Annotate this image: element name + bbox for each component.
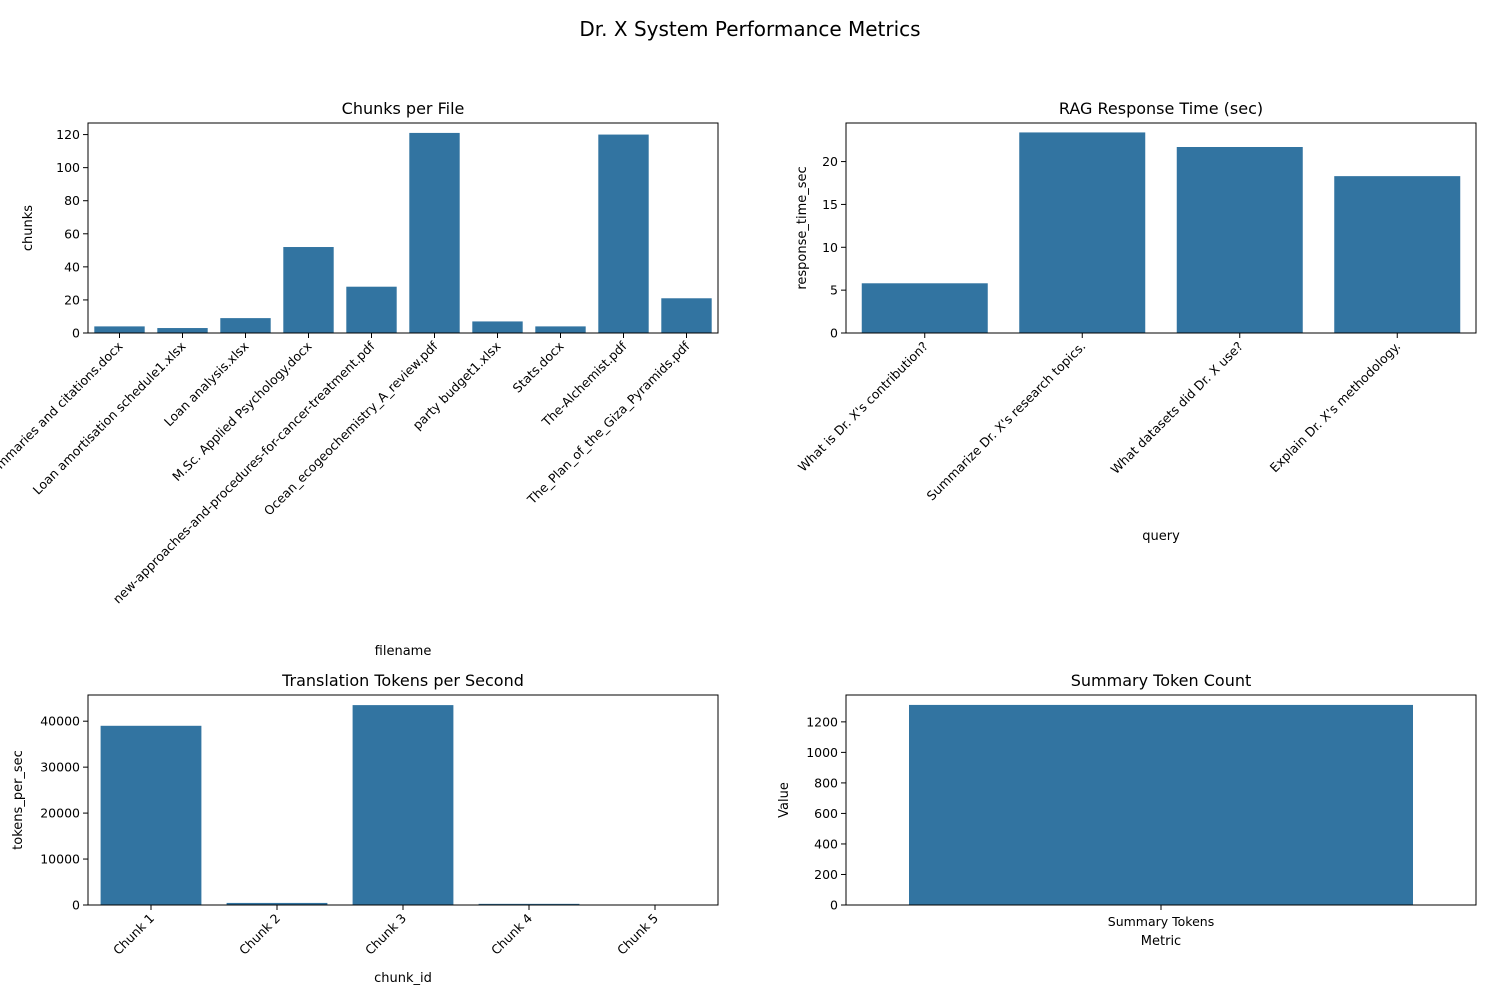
rag-xtick-label: What is Dr. X's contribution? (795, 339, 931, 475)
chunks-ytick-label: 100 (56, 160, 80, 175)
translation-xtick-label: Chunk 4 (488, 910, 535, 957)
chunks-bar (661, 298, 712, 333)
chart-translation-tokens-per-second: Translation Tokens per Second 0 10000 20000… (11, 671, 719, 986)
rag-bar (861, 283, 988, 333)
rag-xtick-label: What datasets did Dr. X use? (1107, 339, 1245, 477)
chunks-bar (598, 134, 649, 333)
chunks-bar (157, 328, 208, 333)
rag-bar (1019, 132, 1146, 333)
chart-rag-response-time: RAG Response Time (sec) 0 5 10 15 20 What is D… (795, 99, 1477, 544)
chunks-ylabel: chunks (21, 205, 36, 251)
translation-bar (478, 903, 580, 905)
translation-ytick-label: 40000 (40, 714, 80, 729)
translation-ytick-label: 0 (72, 898, 80, 913)
chunks-title: Chunks per File (342, 99, 465, 118)
chunks-ytick-label: 80 (64, 193, 80, 208)
translation-ytick-label: 20000 (40, 806, 80, 821)
chunks-ytick-label: 120 (56, 127, 80, 142)
chart-summary-token-count: Summary Token Count 0 200 400 600 800 1000 1200… (777, 671, 1477, 949)
chunks-ytick-label: 0 (72, 326, 80, 341)
summary-bar (909, 704, 1413, 905)
translation-xtick-label: Chunk 3 (362, 911, 409, 958)
translation-xtick-label: Chunk 2 (236, 911, 283, 958)
rag-title: RAG Response Time (sec) (1059, 99, 1263, 118)
translation-bar (352, 705, 454, 905)
chunks-bar (283, 247, 334, 333)
summary-ytick-label: 800 (814, 775, 838, 790)
summary-xlabel: Metric (1141, 934, 1181, 949)
summary-ytick-label: 1000 (806, 745, 838, 760)
chunks-bar (535, 326, 586, 333)
translation-bar (100, 725, 202, 905)
summary-ytick-label: 0 (830, 898, 838, 913)
figure-title: Dr. X System Performance Metrics (579, 17, 920, 41)
chunks-ytick-label: 40 (64, 259, 80, 274)
chunks-bar (220, 318, 271, 333)
rag-xtick-label: Explain Dr. X's methodology. (1267, 339, 1404, 476)
summary-ytick-label: 1200 (806, 714, 838, 729)
summary-ytick-label: 200 (814, 867, 838, 882)
chunks-ytick-label: 20 (64, 292, 80, 307)
rag-ytick-label: 10 (822, 240, 838, 255)
chunks-xlabel: filename (375, 644, 432, 659)
chunks-bar (346, 286, 397, 333)
chunks-ytick-label: 60 (64, 226, 80, 241)
translation-title: Translation Tokens per Second (281, 671, 524, 690)
rag-ytick-label: 5 (830, 283, 838, 298)
translation-xlabel: chunk_id (374, 971, 432, 986)
summary-xtick-label: Summary Tokens (1108, 914, 1214, 929)
rag-xtick-label: Summarize Dr. X's research topics. (924, 339, 1089, 504)
summary-title: Summary Token Count (1071, 671, 1252, 690)
chunks-xtick-label: Stats.docx (510, 339, 567, 396)
chunks-bar (94, 326, 145, 333)
rag-bar (1334, 176, 1461, 333)
translation-ylabel: tokens_per_sec (11, 750, 26, 850)
chunks-bar (472, 321, 523, 333)
chunks-bar (409, 132, 460, 333)
summary-ytick-label: 600 (814, 806, 838, 821)
rag-ytick-label: 15 (822, 197, 838, 212)
translation-xtick-label: Chunk 1 (110, 911, 157, 958)
translation-bar (226, 902, 328, 905)
chunks-xtick-label: M.Sc. Applied Psychology.docx (169, 339, 314, 484)
rag-xlabel: query (1142, 529, 1180, 544)
translation-ytick-label: 30000 (40, 760, 80, 775)
rag-axes-frame (845, 122, 1477, 334)
summary-ytick-label: 400 (814, 836, 838, 851)
rag-ytick-label: 20 (822, 154, 838, 169)
translation-xtick-label: Chunk 5 (614, 911, 661, 958)
chart-chunks-per-file: Chunks per File020406080100120Dataset su… (0, 99, 719, 659)
rag-bar (1176, 147, 1303, 333)
rag-ylabel: response_time_sec (795, 166, 810, 289)
chunks-axes-frame (87, 122, 719, 334)
summary-ylabel: Value (777, 782, 792, 818)
translation-ytick-label: 10000 (40, 852, 80, 867)
rag-ytick-label: 0 (830, 326, 838, 341)
